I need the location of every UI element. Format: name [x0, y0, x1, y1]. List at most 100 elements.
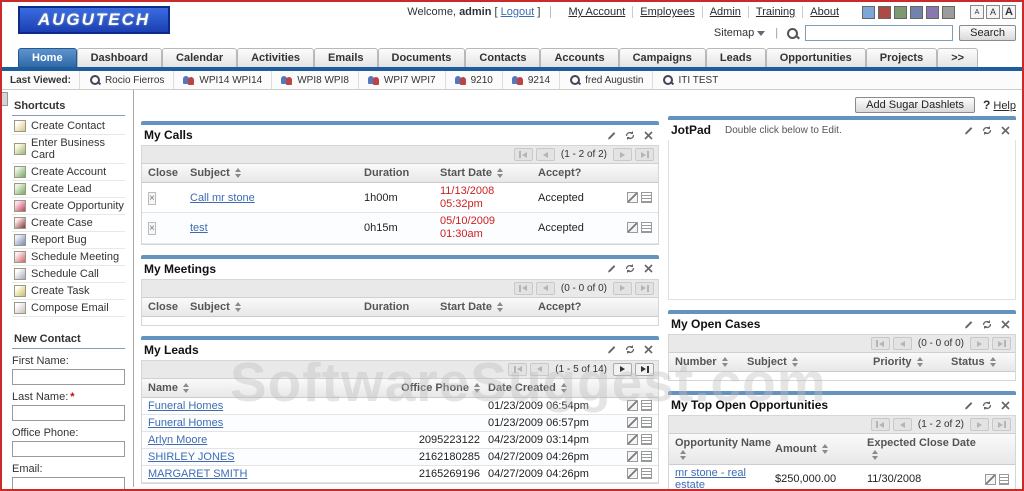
first-name-field[interactable]: [12, 369, 125, 385]
email-field[interactable]: [12, 477, 125, 489]
tab-more[interactable]: >>: [937, 48, 979, 67]
view-row-icon[interactable]: [641, 222, 652, 234]
edit-row-icon[interactable]: [627, 222, 638, 234]
tab-emails[interactable]: Emails: [314, 48, 378, 67]
last-viewed-item[interactable]: fred Augustin: [559, 71, 652, 89]
page-next-button[interactable]: [613, 362, 632, 376]
close-dashlet-icon[interactable]: [1000, 125, 1011, 136]
column-subject[interactable]: Subject: [190, 167, 364, 179]
view-row-icon[interactable]: [641, 417, 652, 429]
shortcut-enter-business-card[interactable]: Enter Business Card: [12, 135, 125, 164]
lead-name-link[interactable]: Arlyn Moore: [148, 433, 208, 446]
last-viewed-item[interactable]: WPI14 WPI14: [173, 71, 271, 89]
sitemap-dropdown[interactable]: Sitemap: [714, 27, 766, 39]
jotpad-edit-area[interactable]: [668, 140, 1016, 300]
view-row-icon[interactable]: [998, 473, 1009, 485]
close-dashlet-icon[interactable]: [1000, 319, 1011, 330]
call-subject-link[interactable]: Call mr stone: [190, 191, 255, 204]
sidebar-collapse-handle[interactable]: [2, 92, 8, 106]
refresh-icon[interactable]: [981, 125, 993, 136]
tab-accounts[interactable]: Accounts: [540, 48, 619, 67]
view-row-icon[interactable]: [641, 468, 652, 480]
tab-activities[interactable]: Activities: [237, 48, 315, 67]
last-viewed-item[interactable]: WPI7 WPI7: [357, 71, 445, 89]
last-name-field[interactable]: [12, 405, 125, 421]
view-row-icon[interactable]: [641, 192, 652, 204]
column-priority[interactable]: Priority: [873, 356, 951, 368]
theme-swatch-purple[interactable]: [926, 5, 939, 19]
edit-dashlet-icon[interactable]: [606, 344, 617, 355]
lead-name-link[interactable]: SHIRLEY JONES: [148, 450, 235, 463]
theme-swatch-red[interactable]: [878, 5, 891, 19]
refresh-icon[interactable]: [981, 400, 993, 411]
column-start-date[interactable]: Start Date: [440, 167, 538, 179]
edit-dashlet-icon[interactable]: [963, 125, 974, 136]
close-dashlet-icon[interactable]: [643, 344, 654, 355]
refresh-icon[interactable]: [981, 319, 993, 330]
admin-link[interactable]: Admin: [703, 6, 749, 18]
page-last-button[interactable]: [635, 362, 654, 376]
edit-row-icon[interactable]: [627, 451, 638, 463]
edit-row-icon[interactable]: [627, 417, 638, 429]
my-account-link[interactable]: My Account: [561, 6, 634, 18]
logout-link[interactable]: Logout: [500, 6, 535, 18]
edit-row-icon[interactable]: [627, 192, 638, 204]
close-dashlet-icon[interactable]: [1000, 400, 1011, 411]
column-amount[interactable]: Amount: [775, 443, 867, 455]
last-viewed-item[interactable]: Rocio Fierros: [78, 71, 173, 89]
close-dashlet-icon[interactable]: [643, 263, 654, 274]
employees-link[interactable]: Employees: [633, 6, 703, 18]
tab-home[interactable]: Home: [18, 48, 77, 67]
last-viewed-item[interactable]: 9214: [501, 71, 559, 89]
shortcut-report-bug[interactable]: Report Bug: [12, 232, 125, 249]
theme-swatch-gray[interactable]: [942, 5, 955, 19]
shortcut-create-account[interactable]: Create Account: [12, 164, 125, 181]
shortcut-create-opportunity[interactable]: Create Opportunity: [12, 198, 125, 215]
edit-dashlet-icon[interactable]: [606, 263, 617, 274]
shortcut-create-task[interactable]: Create Task: [12, 283, 125, 300]
view-row-icon[interactable]: [641, 451, 652, 463]
edit-row-icon[interactable]: [985, 473, 996, 485]
add-sugar-dashlets-button[interactable]: Add Sugar Dashlets: [855, 97, 975, 113]
tab-dashboard[interactable]: Dashboard: [76, 48, 163, 67]
call-subject-link[interactable]: test: [190, 221, 208, 234]
tab-campaigns[interactable]: Campaigns: [618, 48, 706, 67]
theme-swatch-blue[interactable]: [862, 5, 875, 19]
shortcut-create-case[interactable]: Create Case: [12, 215, 125, 232]
edit-dashlet-icon[interactable]: [963, 319, 974, 330]
shortcut-schedule-call[interactable]: Schedule Call: [12, 266, 125, 283]
opportunity-name-link[interactable]: mr stone - real estate: [675, 467, 746, 491]
search-button[interactable]: Search: [959, 25, 1016, 41]
font-size-medium-button[interactable]: A: [986, 5, 1000, 19]
shortcut-schedule-meeting[interactable]: Schedule Meeting: [12, 249, 125, 266]
column-number[interactable]: Number: [675, 356, 747, 368]
column-name[interactable]: Name: [148, 382, 392, 394]
tab-calendar[interactable]: Calendar: [162, 48, 238, 67]
view-row-icon[interactable]: [641, 434, 652, 446]
close-call-icon[interactable]: ×: [148, 191, 156, 205]
shortcut-compose-email[interactable]: Compose Email: [12, 300, 125, 317]
lead-name-link[interactable]: MARGARET SMITH: [148, 467, 248, 480]
training-link[interactable]: Training: [749, 6, 804, 18]
refresh-icon[interactable]: [624, 130, 636, 141]
column-opportunity-name[interactable]: Opportunity Name: [675, 437, 775, 461]
column-subject[interactable]: Subject: [747, 356, 873, 368]
theme-swatch-green[interactable]: [894, 5, 907, 19]
search-input[interactable]: [805, 25, 954, 41]
tab-projects[interactable]: Projects: [865, 48, 938, 67]
shortcut-create-lead[interactable]: Create Lead: [12, 181, 125, 198]
lead-name-link[interactable]: Funeral Homes: [148, 399, 224, 412]
last-viewed-item[interactable]: ITI TEST: [652, 71, 727, 89]
refresh-icon[interactable]: [624, 344, 636, 355]
column-subject[interactable]: Subject: [190, 301, 364, 313]
edit-row-icon[interactable]: [627, 400, 638, 412]
close-call-icon[interactable]: ×: [148, 221, 156, 235]
view-row-icon[interactable]: [641, 400, 652, 412]
column-start-date[interactable]: Start Date: [440, 301, 538, 313]
tab-contacts[interactable]: Contacts: [465, 48, 541, 67]
edit-dashlet-icon[interactable]: [963, 400, 974, 411]
last-viewed-item[interactable]: 9210: [444, 71, 502, 89]
help-link[interactable]: Help: [993, 100, 1016, 112]
tab-opportunities[interactable]: Opportunities: [765, 48, 866, 67]
font-size-small-button[interactable]: A: [970, 5, 984, 19]
